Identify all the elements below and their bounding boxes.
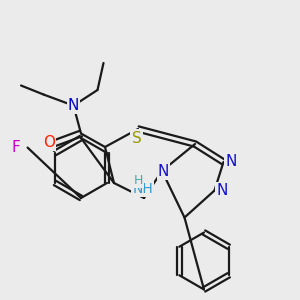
Text: H: H [134, 173, 143, 187]
Text: N: N [216, 183, 228, 198]
Text: O: O [43, 135, 55, 150]
Text: N: N [225, 154, 237, 169]
Text: N: N [158, 164, 169, 178]
Text: F: F [11, 140, 20, 155]
Text: N: N [68, 98, 79, 113]
Text: NH: NH [132, 182, 153, 196]
Text: S: S [132, 130, 141, 146]
